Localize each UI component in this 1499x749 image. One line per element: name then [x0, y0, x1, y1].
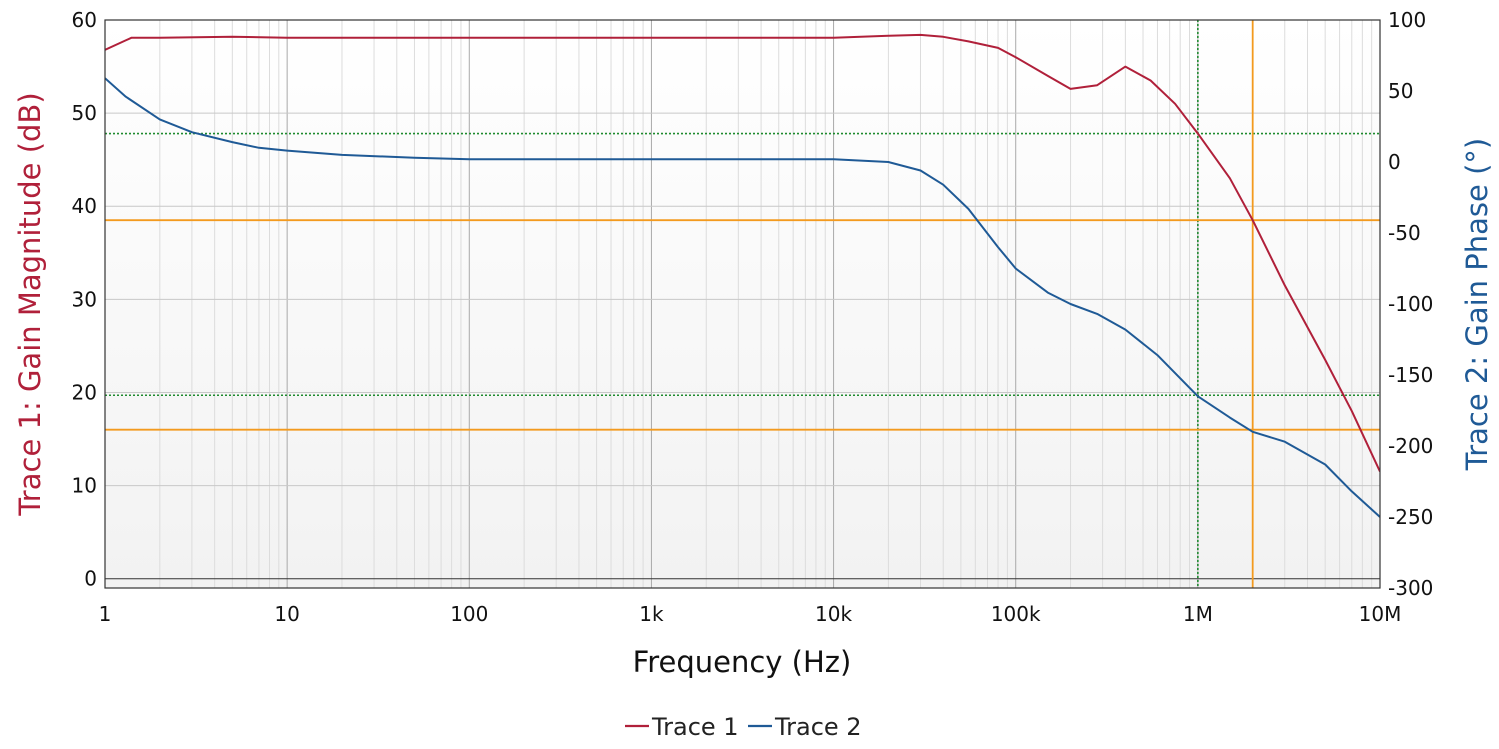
- trace-2-line: [105, 77, 1380, 518]
- trace-1-line: [105, 33, 1380, 473]
- right-tick-label: -300: [1388, 576, 1433, 600]
- x-tick-label: 1M: [1183, 602, 1213, 626]
- right-tick-label: 0: [1388, 150, 1401, 174]
- left-tick-label: 40: [72, 194, 97, 218]
- legend-label-trace-2: Trace 2: [774, 713, 862, 741]
- x-tick-label: 10: [274, 602, 299, 626]
- legend-item-trace-1: Trace 1: [625, 713, 739, 741]
- x-tick-label: 1: [99, 602, 112, 626]
- cursor-markers: [105, 20, 1380, 588]
- x-tick-label: 100: [450, 602, 488, 626]
- traces: [105, 33, 1380, 518]
- plot-frame: [104, 19, 1381, 589]
- x-tick-label: 1k: [639, 602, 664, 626]
- legend-label-trace-1: Trace 1: [651, 713, 739, 741]
- left-tick-label: 60: [72, 8, 97, 32]
- legend-item-trace-2: Trace 2: [748, 713, 862, 741]
- right-tick-label: -150: [1388, 363, 1433, 387]
- right-tick-label: -50: [1388, 221, 1421, 245]
- minor-gridlines: [159, 20, 1373, 588]
- left-tick-label: 30: [72, 287, 97, 311]
- right-axis-ticks: 100 50 0 -50 -100 -150 -200 -250 -300: [1388, 8, 1433, 600]
- plot-area: [105, 20, 1380, 588]
- x-tick-label: 10M: [1359, 602, 1402, 626]
- x-axis-ticks: 1 10 100 1k 10k 100k 1M 10M: [99, 602, 1402, 626]
- right-tick-label: -250: [1388, 505, 1433, 529]
- left-tick-label: 10: [72, 474, 97, 498]
- left-tick-label: 20: [72, 380, 97, 404]
- legend: Trace 1 Trace 2: [625, 713, 862, 741]
- x-tick-label: 10k: [815, 602, 852, 626]
- x-axis-title: Frequency (Hz): [633, 645, 852, 679]
- left-tick-label: 0: [84, 567, 97, 591]
- right-tick-label: -100: [1388, 292, 1433, 316]
- right-tick-label: -200: [1388, 434, 1433, 458]
- left-axis-title: Trace 1: Gain Magnitude (dB): [13, 92, 47, 516]
- right-tick-label: 100: [1388, 8, 1426, 32]
- right-axis-title: Trace 2: Gain Phase (°): [1460, 138, 1494, 471]
- right-tick-label: 50: [1388, 79, 1413, 103]
- x-tick-label: 100k: [991, 602, 1041, 626]
- left-axis-ticks: 0 10 20 30 40 50 60: [72, 8, 97, 591]
- left-tick-label: 50: [72, 101, 97, 125]
